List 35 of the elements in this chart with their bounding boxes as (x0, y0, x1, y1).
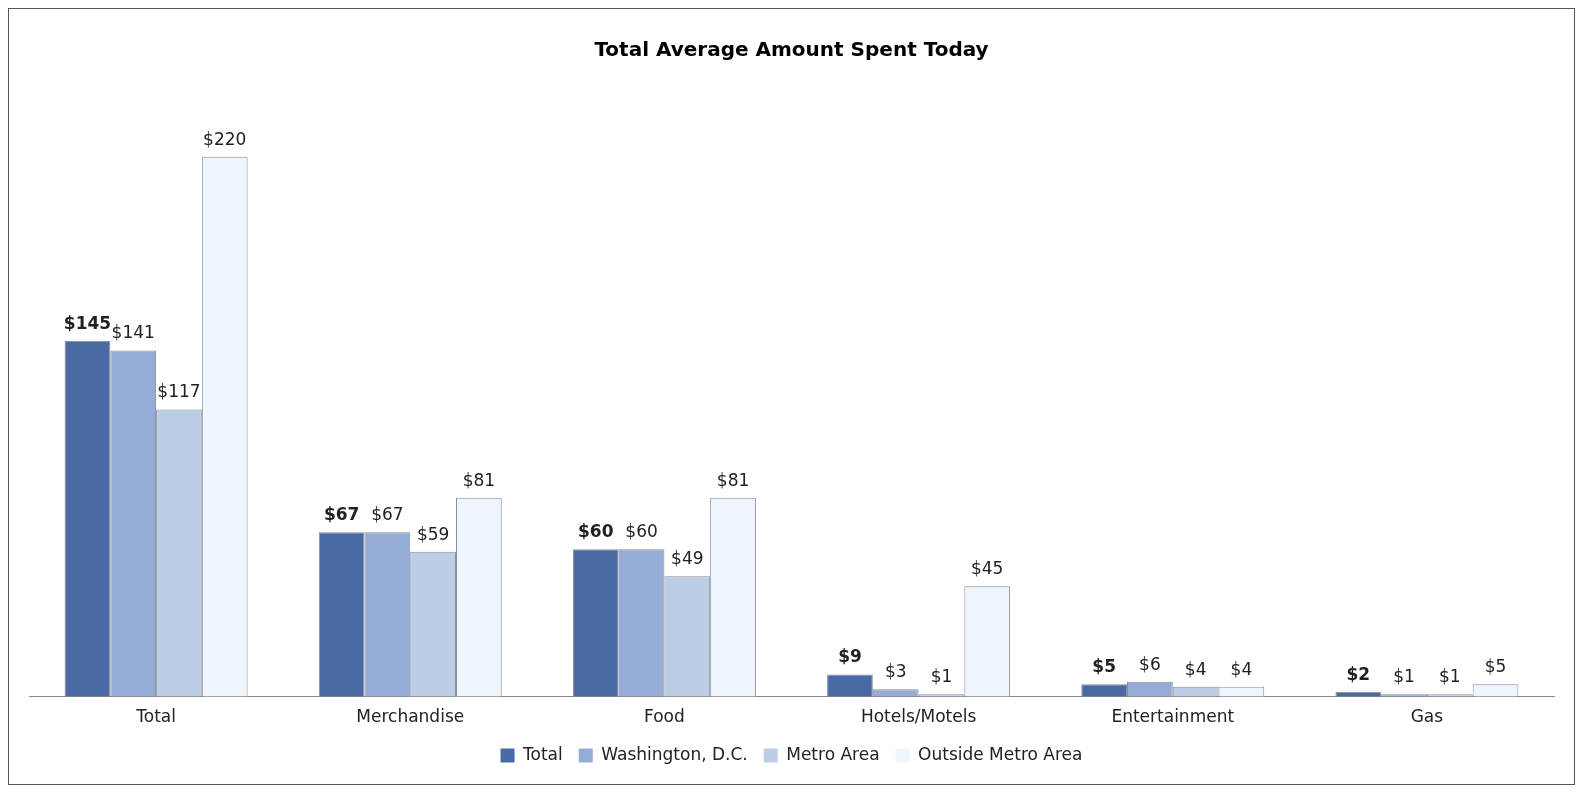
data-label: $145 (63, 312, 112, 333)
data-label: $5 (1484, 656, 1507, 677)
x-tick-label: Total (135, 706, 176, 727)
data-label: $1 (930, 666, 953, 687)
data-label: $49 (671, 548, 704, 569)
x-tick-label: Merchandise (356, 706, 465, 727)
data-label: $1 (1438, 666, 1461, 687)
data-label: $2 (1346, 663, 1371, 684)
chart-title: Total Average Amount Spent Today (594, 37, 989, 62)
data-label: $6 (1139, 653, 1161, 674)
legend-label: Total (522, 743, 563, 764)
data-label: $5 (1092, 656, 1116, 677)
x-tick-label: Food (644, 706, 685, 727)
data-label: $4 (1230, 658, 1253, 679)
data-label: $1 (1393, 666, 1415, 687)
data-label: $59 (416, 523, 450, 544)
data-label: $60 (578, 521, 614, 542)
data-label: $141 (111, 322, 155, 343)
data-label: $9 (838, 646, 862, 667)
data-label: $60 (625, 521, 658, 542)
data-label: $4 (1184, 658, 1207, 679)
data-label: $67 (371, 504, 404, 525)
data-label: $117 (157, 381, 201, 402)
data-label: $220 (203, 128, 247, 149)
x-tick-label: Gas (1410, 706, 1444, 727)
legend-label: Metro Area (786, 743, 880, 764)
data-label: $45 (970, 558, 1004, 579)
data-label: $81 (716, 469, 750, 490)
x-tick-label: Entertainment (1111, 706, 1235, 727)
data-label: $3 (884, 661, 907, 682)
x-tick-label: Hotels/Motels (860, 706, 977, 727)
legend-label: Outside Metro Area (918, 743, 1083, 764)
data-label: $67 (323, 504, 360, 525)
data-label: $81 (462, 469, 496, 490)
legend-label: Washington, D.C. (601, 743, 748, 764)
